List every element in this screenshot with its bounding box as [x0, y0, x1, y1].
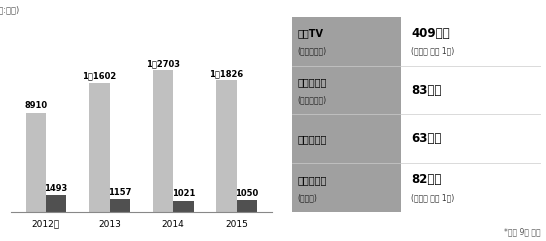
Bar: [46, 195, 66, 212]
Text: 83만명: 83만명: [411, 84, 442, 97]
Bar: [173, 201, 193, 212]
Text: 1조1602: 1조1602: [82, 71, 116, 80]
FancyBboxPatch shape: [292, 17, 401, 66]
Text: 1050: 1050: [235, 189, 259, 198]
Text: 1493: 1493: [44, 184, 68, 193]
Bar: [237, 200, 257, 212]
Text: 헬로모바일: 헬로모바일: [297, 175, 327, 185]
Text: (알뜰폰): (알뜰폰): [297, 193, 317, 202]
Text: (단위:억원): (단위:억원): [0, 5, 19, 14]
FancyBboxPatch shape: [401, 17, 541, 66]
Text: 헬로집전화: 헬로집전화: [297, 134, 327, 144]
Text: *지난 9월 기준: *지난 9월 기준: [504, 228, 541, 237]
Text: 63만명: 63만명: [411, 132, 442, 145]
Text: 헬로TV: 헬로TV: [297, 28, 323, 39]
Text: 1021: 1021: [171, 189, 195, 198]
Text: 1조2703: 1조2703: [146, 59, 180, 68]
FancyBboxPatch shape: [292, 66, 401, 114]
Bar: [153, 70, 173, 212]
Text: 82만명: 82만명: [411, 173, 442, 186]
FancyBboxPatch shape: [292, 114, 401, 163]
Text: (케이블 업계 1위): (케이블 업계 1위): [411, 47, 455, 55]
Text: (고속인터넷): (고속인터넷): [297, 95, 326, 104]
Bar: [89, 83, 110, 212]
Text: (케이블방송): (케이블방송): [297, 47, 326, 55]
Text: 1157: 1157: [108, 188, 132, 197]
FancyBboxPatch shape: [401, 114, 541, 163]
Text: 409만명: 409만명: [411, 27, 450, 40]
Text: 1조1826: 1조1826: [210, 69, 244, 78]
Text: (알뜰폰 업계 1위): (알뜰폰 업계 1위): [411, 193, 455, 202]
Bar: [26, 113, 46, 212]
FancyBboxPatch shape: [292, 163, 401, 212]
FancyBboxPatch shape: [401, 163, 541, 212]
Text: 헬로인터넷: 헬로인터넷: [297, 77, 327, 87]
FancyBboxPatch shape: [401, 66, 541, 114]
Text: 8910: 8910: [24, 101, 48, 110]
Bar: [110, 199, 130, 212]
Bar: [216, 80, 237, 212]
